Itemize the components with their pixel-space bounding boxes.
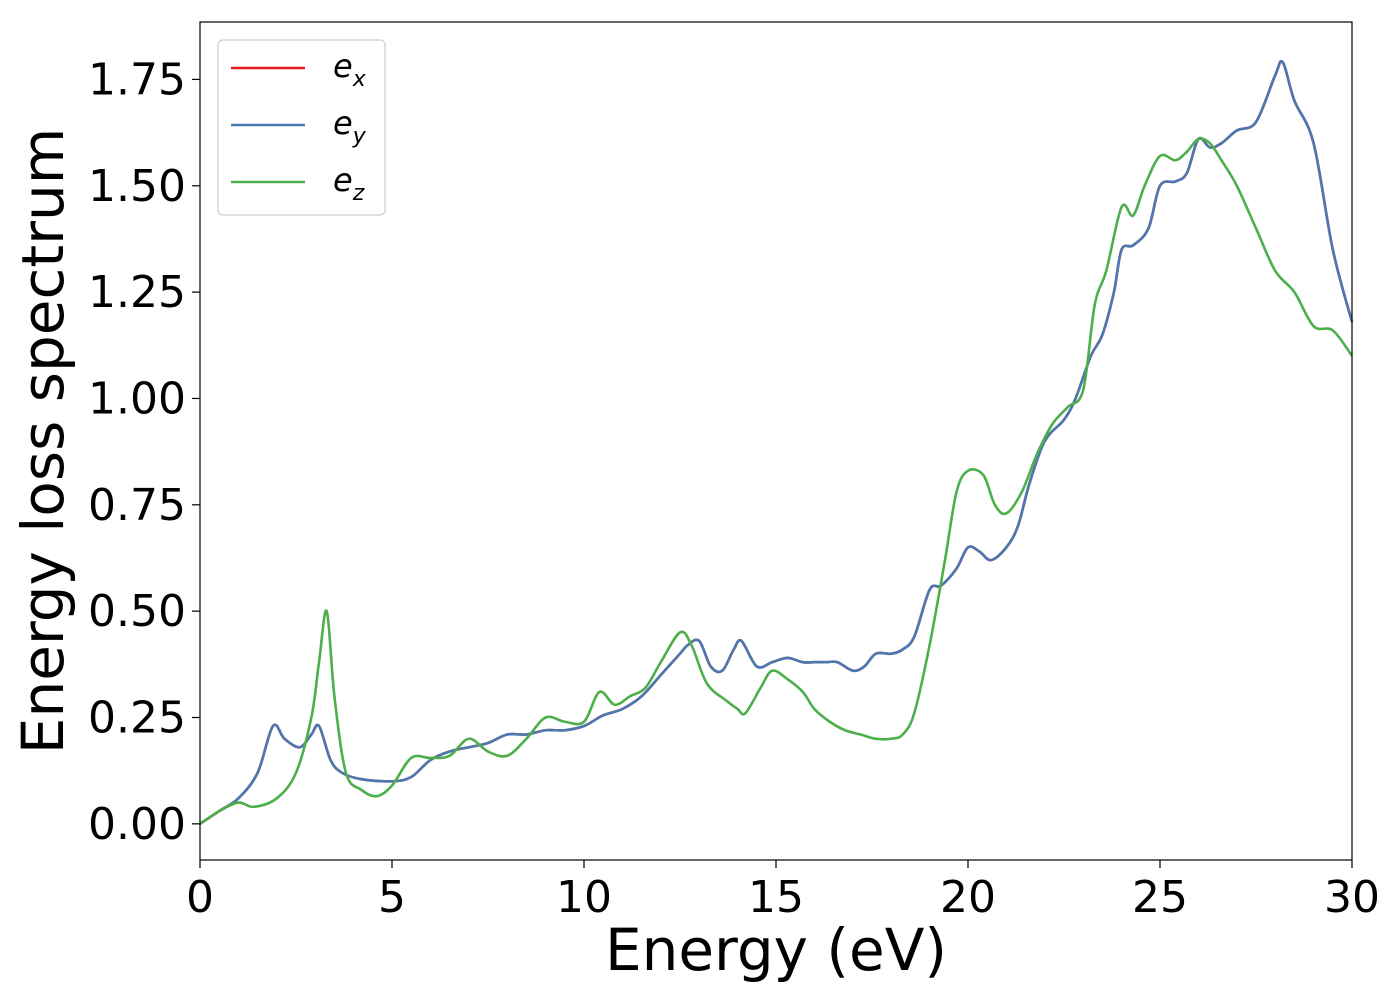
y-tick-label: 1.75 [88,54,186,105]
y-tick-label: 1.25 [88,267,186,318]
legend-label-x: ex [333,47,367,92]
legend-label-z: ez [333,161,365,206]
y-tick-label: 0.25 [88,692,186,743]
x-tick-label: 30 [1324,872,1380,923]
y-tick-label: 0.00 [88,799,186,850]
legend-box [217,39,386,216]
series-lines [199,59,1354,825]
x-tick-label: 15 [748,872,804,923]
y-tick-label: 1.50 [88,161,186,212]
y-axis-title: Energy loss spectrum [9,128,77,754]
x-tick-label: 5 [378,872,406,923]
x-tick-label: 0 [186,872,214,923]
y-tick-label: 1.00 [88,373,186,424]
series-line-z [199,137,1354,825]
y-tick-label: 0.50 [88,586,186,637]
plot-area [200,22,1352,860]
x-tick-label: 20 [940,872,996,923]
x-axis-title: Energy (eV) [605,916,947,984]
legend-label-y: ey [333,104,367,149]
x-axis-ticks: 0 5 10 15 20 25 30 [186,860,1380,923]
y-tick-label: 0.75 [88,480,186,531]
y-axis-ticks: 0.00 0.25 0.50 0.75 1.00 1.25 1.50 1.75 [88,54,200,850]
x-tick-label: 25 [1132,872,1188,923]
x-tick-label: 10 [556,872,612,923]
legend: ex ey ez [217,39,386,216]
series-line-y [199,59,1354,825]
